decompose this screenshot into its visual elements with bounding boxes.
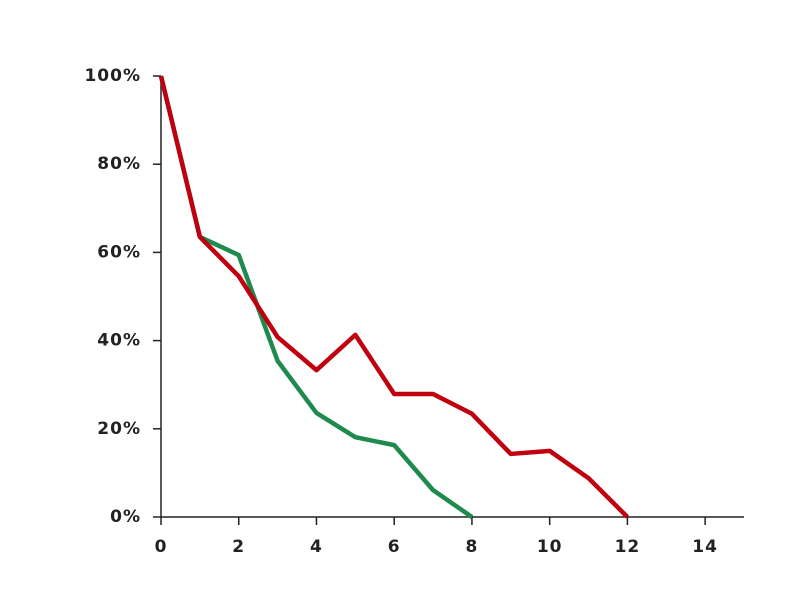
x-tick-label: 6 <box>388 537 401 557</box>
y-tick-label: 60% <box>97 242 141 262</box>
y-tick-label: 100% <box>84 66 141 86</box>
y-tick-label: 20% <box>97 419 141 439</box>
line <box>158 75 474 519</box>
x-tick-label: 0 <box>155 537 168 557</box>
x-tick-label: 8 <box>466 537 479 557</box>
x-tick-label: 14 <box>692 537 718 557</box>
y-tick-label: 80% <box>97 154 141 174</box>
x-tick-label: 12 <box>615 537 641 557</box>
line <box>158 75 629 519</box>
x-tick-label: 4 <box>310 537 323 557</box>
x-tick-label: 10 <box>537 537 563 557</box>
y-tick-label: 40% <box>97 331 141 351</box>
y-tick-label: 0% <box>110 507 141 527</box>
x-tick-label: 2 <box>232 537 245 557</box>
